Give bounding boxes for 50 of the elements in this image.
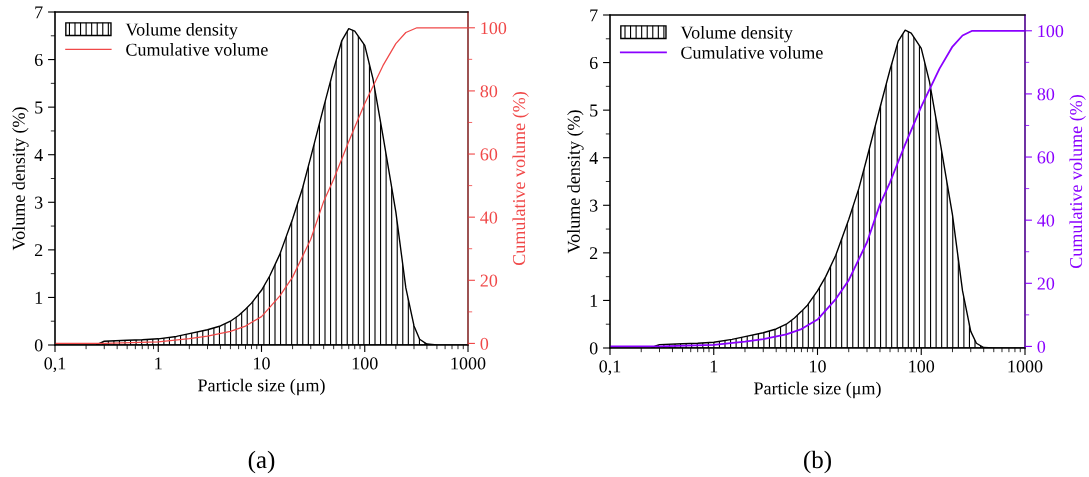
y2-tick-label: 20 [1037,277,1055,290]
y-tick-label: 4 [34,149,43,161]
y2-tick-label: 40 [1037,214,1055,227]
y-tick-label: 4 [589,152,598,164]
y2-axis-title: Cumulative volume (%) [1069,95,1086,269]
y-tick-label: 1 [590,294,598,307]
y-tick-label: 5 [590,104,598,117]
x-axis-title: Particle size (μm) [198,378,325,396]
x-tick-label: 100 [909,360,935,373]
y-tick-label: 3 [35,196,43,209]
y-tick-label: 2 [589,247,598,260]
text: (a) [248,450,275,474]
x-tick-label: 100 [352,357,378,370]
y2-tick-label: 100 [1038,25,1064,38]
y-tick-label: 5 [35,101,43,114]
y2-tick-label: 100 [481,22,507,35]
y2-tick-label: 80 [480,85,498,98]
y2-tick-label: 0 [480,337,489,350]
y2-tick-label: 40 [480,211,498,224]
x-tick-label: 1 [710,360,718,373]
y-tick-label: 1 [35,291,43,304]
y-tick-label: 6 [34,53,43,67]
y-tick-label: 0 [34,339,43,352]
y2-tick-label: 0 [1037,340,1046,353]
y-tick-label: 0 [589,342,598,355]
y2-tick-label: 60 [1037,151,1055,164]
y-tick-label: 7 [35,6,43,19]
y2-tick-label: 20 [480,274,498,287]
x-tick-label: 1 [155,357,162,370]
y-tick-label: 2 [34,244,43,257]
legend-label: Volume density [680,25,793,43]
y-axis-title: Volume density (%) [567,110,584,254]
x-tick-label: 0,1 [599,360,621,376]
y2-axis-title: Cumulative volume (%) [512,92,529,266]
legend-label: Volume density [125,22,238,40]
y-tick-label: 3 [590,199,598,212]
x-axis-title: Particle size (μm) [754,381,881,399]
x-tick-label: 1000 [1008,360,1043,373]
y2-tick-label: 60 [480,148,498,161]
x-tick-label: 10 [254,357,270,370]
x-tick-label: 10 [810,360,826,373]
y-axis-title: Volume density (%) [12,107,29,251]
legend-label: Cumulative volume [126,43,268,56]
y-tick-label: 7 [590,9,598,22]
legend-label: Cumulative volume [681,46,823,59]
y-tick-label: 6 [589,56,598,70]
text: (b) [804,450,831,474]
x-tick-label: 0,1 [44,357,66,373]
x-tick-label: 1000 [451,357,486,370]
y2-tick-label: 80 [1037,88,1055,101]
